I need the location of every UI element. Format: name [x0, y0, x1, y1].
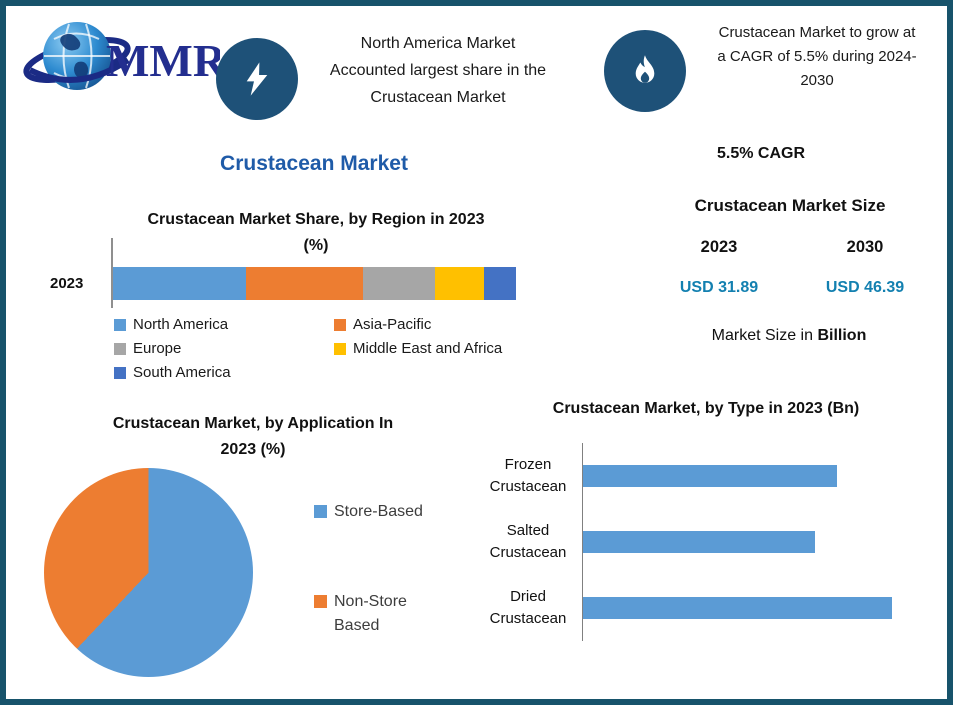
market-size-value: USD 46.39: [825, 279, 905, 296]
callout-line: North America Market: [360, 35, 516, 52]
callout-line: Crustacean Market to grow at: [718, 24, 916, 41]
market-size-year: 2030: [846, 238, 884, 256]
type-category-label: Salted Crustacean: [489, 522, 567, 561]
legend-swatch: [314, 595, 327, 608]
region-axis-label: 2023: [50, 275, 84, 292]
legend-label: Middle East and Africa: [353, 340, 503, 357]
legend-item-europe: Europe: [114, 340, 334, 357]
type-plot-area: [582, 575, 932, 641]
flame-icon: [604, 30, 686, 112]
page-title: Crustacean Market: [220, 152, 408, 175]
legend-swatch: [314, 505, 327, 518]
legend-label: Non-Store Based: [334, 593, 407, 634]
type-row-frozen-crustacean: Frozen Crustacean: [474, 443, 932, 509]
legend-swatch: [334, 342, 346, 355]
type-category-label: Frozen Crustacean: [489, 456, 567, 495]
type-chart-title: Crustacean Market, by Type in 2023 (Bn): [552, 400, 860, 417]
region-legend: North America Asia-Pacific Europe Middle Ea…: [114, 316, 560, 388]
market-size-year: 2023: [700, 238, 738, 256]
legend-swatch: [114, 318, 126, 331]
region-stacked-bar: [113, 267, 516, 300]
market-size-columns: 2023 USD 31.89 2030 USD 46.39: [646, 238, 938, 297]
pie-legend-item-non-store-based: Non-Store Based: [314, 590, 440, 638]
market-size-note: Market Size in Billion: [674, 327, 904, 345]
legend-label: North America: [133, 316, 229, 333]
pie-legend: Store-Based Non-Store Based: [314, 500, 440, 699]
cagr-label: 5.5% CAGR: [716, 145, 806, 162]
region-chart-title: Crustacean Market Share, by Region in 20…: [147, 211, 485, 254]
legend-swatch: [114, 366, 126, 379]
region-segment-south-america: [483, 267, 516, 300]
legend-swatch: [334, 318, 346, 331]
market-size-value: USD 31.89: [679, 279, 759, 296]
legend-label: Europe: [133, 340, 182, 357]
pie-legend-item-store-based: Store-Based: [314, 500, 440, 524]
logo-text: MMR: [106, 35, 220, 86]
type-plot-area: [582, 443, 932, 509]
callout-line: a CAGR of 5.5% during 2024-: [717, 48, 917, 65]
market-size-title: Crustacean Market Size: [694, 196, 886, 215]
legend-item-asia-pacific: Asia-Pacific: [334, 316, 554, 333]
type-row-dried-crustacean: Dried Crustacean: [474, 575, 932, 641]
mmr-logo: MMR: [22, 12, 227, 106]
flame-glyph: [635, 55, 655, 83]
callout-north-america: North America Market Accounted largest s…: [302, 30, 574, 111]
legend-label: Store-Based: [334, 503, 423, 520]
type-plot-area: [582, 509, 932, 575]
note-bold: Billion: [817, 327, 867, 344]
region-chart-plot: [111, 238, 516, 308]
type-row-salted-crustacean: Salted Crustacean: [474, 509, 932, 575]
legend-label: Asia-Pacific: [353, 316, 432, 333]
market-size-col-2023: 2023 USD 31.89: [646, 238, 792, 297]
type-bar-frozen-crustacean: [583, 465, 838, 487]
callout-cagr: Crustacean Market to grow at a CAGR of 5…: [692, 21, 942, 93]
market-size-col-2030: 2030 USD 46.39: [792, 238, 938, 297]
region-segment-europe: [362, 267, 436, 300]
type-chart: Frozen Crustacean Salted Crustacean Dried …: [474, 443, 932, 641]
legend-item-middle-east-and-africa: Middle East and Africa: [334, 340, 554, 357]
application-chart-title: Crustacean Market, by Application In 202…: [112, 415, 394, 458]
note-prefix: Market Size in: [711, 327, 814, 344]
type-bar-salted-crustacean: [583, 531, 815, 553]
application-pie: [44, 468, 253, 677]
lightning-icon: [216, 38, 298, 120]
legend-item-north-america: North America: [114, 316, 334, 333]
globe-icon: MMR: [23, 22, 227, 90]
region-segment-middle-east-and-africa: [435, 267, 484, 300]
callout-line: Accounted largest share in the: [329, 62, 547, 79]
type-bar-dried-crustacean: [583, 597, 893, 619]
legend-label: South America: [133, 364, 231, 381]
region-segment-asia-pacific: [245, 267, 363, 300]
region-segment-north-america: [113, 267, 246, 300]
legend-swatch: [114, 342, 126, 355]
type-category-label: Dried Crustacean: [489, 588, 567, 627]
lightning-glyph: [246, 62, 268, 96]
callout-line: Crustacean Market: [370, 89, 506, 106]
legend-item-south-america: South America: [114, 364, 334, 381]
callout-line: 2030: [800, 72, 834, 89]
